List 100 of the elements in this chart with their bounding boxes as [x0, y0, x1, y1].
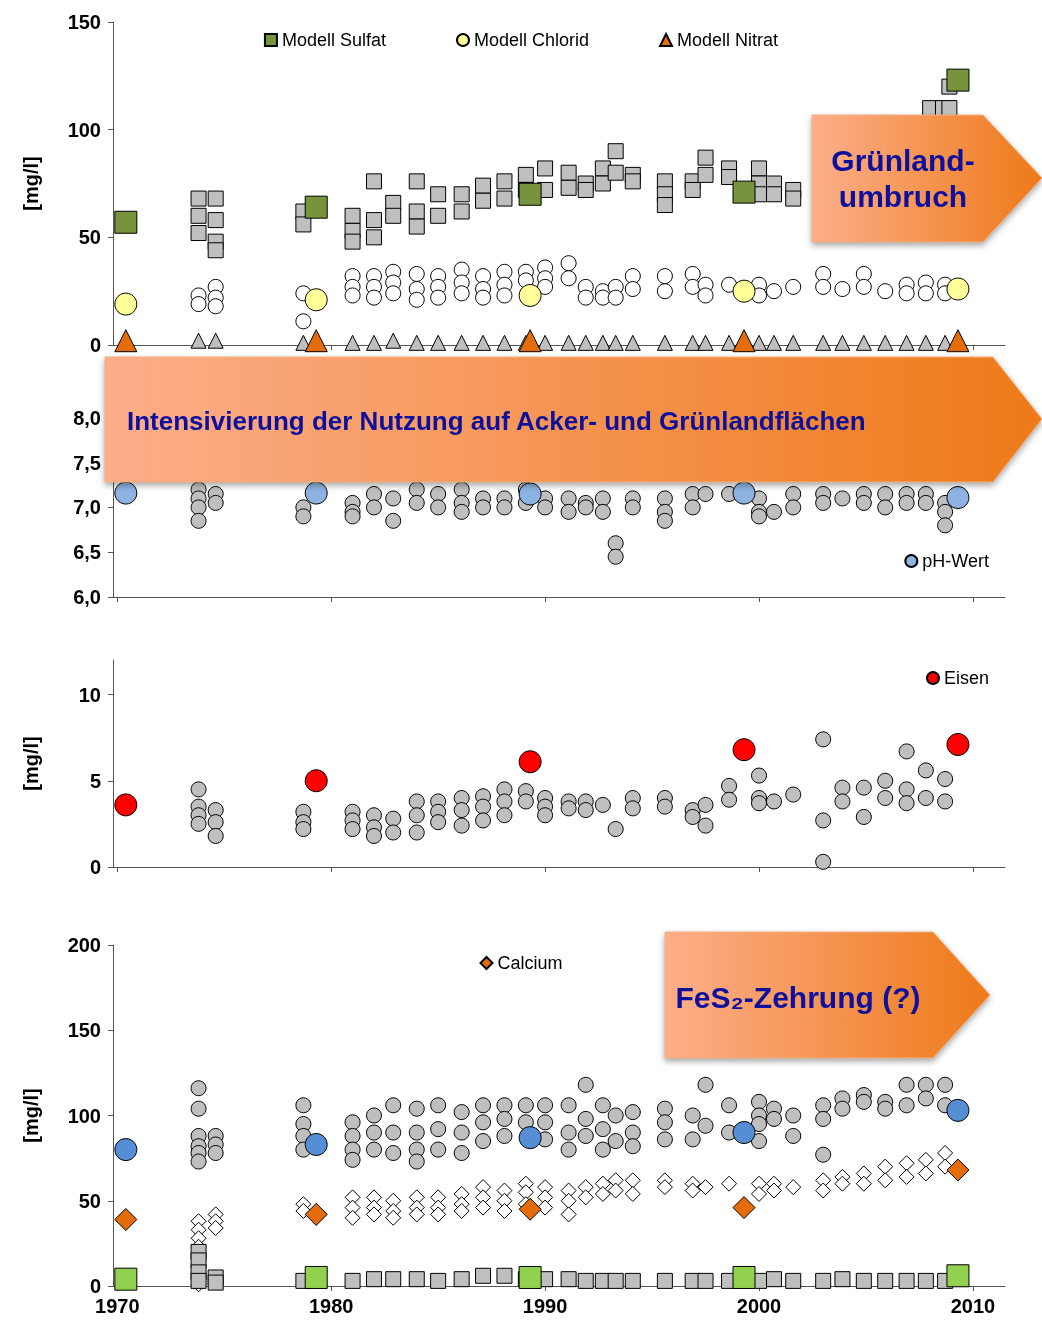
point: [560, 1271, 577, 1288]
point: [518, 750, 542, 774]
point: [518, 329, 542, 353]
point: [114, 793, 138, 817]
point: [344, 1272, 361, 1289]
legend-label: Modell Chlorid: [473, 30, 590, 50]
legend-label: pH-Wert: [922, 551, 990, 571]
point: [751, 334, 767, 351]
point: [518, 182, 542, 206]
point: [697, 1272, 714, 1289]
y-tick-label: 150: [67, 1019, 101, 1042]
legend-label: Eisen: [943, 668, 989, 688]
y-tick-label: 0: [89, 334, 101, 356]
y-axis-title: [mg/l]: [20, 1088, 42, 1143]
point: [114, 1208, 138, 1232]
point: [855, 334, 872, 351]
point: [114, 210, 138, 234]
point: [834, 1271, 851, 1288]
point: [385, 1271, 402, 1288]
point: [946, 1264, 970, 1288]
point: [518, 1126, 542, 1150]
point: [453, 334, 470, 351]
point: [430, 334, 447, 351]
annotation: FeS₂-Zehrung (?): [675, 980, 921, 1014]
point: [607, 334, 624, 351]
point: [304, 1265, 328, 1289]
y-tick-label: 8,0: [73, 406, 101, 429]
y-tick-label: 200: [67, 934, 101, 956]
y-tick-label: 0: [89, 856, 101, 878]
point: [607, 1272, 624, 1289]
point: [577, 334, 594, 351]
point: [732, 738, 756, 762]
y-tick-label: 10: [78, 683, 101, 706]
point: [656, 334, 673, 351]
y-tick-label: 100: [67, 1104, 101, 1127]
point: [877, 1272, 894, 1289]
legend-label: Calcium: [497, 953, 563, 973]
point: [453, 1271, 470, 1288]
point: [518, 1197, 542, 1221]
point: [732, 1121, 756, 1145]
point: [624, 1272, 641, 1289]
point: [732, 279, 756, 303]
annotation: Intensivierung der Nutzung auf Acker- und Grünlandflächen: [127, 406, 866, 436]
point: [732, 1196, 756, 1220]
point: [946, 329, 970, 353]
point: [898, 1272, 915, 1289]
legend-label: Modell Nitrat: [677, 30, 779, 50]
point: [732, 180, 756, 204]
point: [946, 68, 970, 92]
y-axis-title: [mg/l]: [20, 156, 42, 211]
point: [365, 1271, 382, 1288]
point: [304, 195, 328, 219]
point: [518, 283, 542, 307]
point: [207, 332, 224, 349]
point: [765, 1271, 782, 1288]
y-tick-label: 100: [67, 118, 101, 141]
point: [475, 334, 492, 351]
point: [365, 334, 382, 351]
point: [855, 1272, 872, 1289]
point: [721, 334, 738, 351]
point: [304, 1132, 328, 1156]
point: [114, 1267, 138, 1291]
point: [785, 1272, 802, 1289]
point: [408, 1271, 425, 1288]
point: [815, 334, 832, 351]
x-tick-label: 1970: [95, 1295, 140, 1317]
point: [304, 769, 328, 793]
y-tick-label: 0: [89, 1275, 101, 1297]
point: [344, 334, 361, 351]
point: [560, 334, 577, 351]
point: [946, 1098, 970, 1122]
annotation: Grünland- umbruch: [831, 143, 975, 213]
point: [697, 334, 714, 351]
y-tick-label: 50: [78, 226, 101, 249]
y-axis-title: [mg/l]: [20, 736, 42, 791]
point: [430, 1272, 447, 1289]
point: [537, 334, 554, 351]
point: [385, 332, 402, 349]
point: [946, 277, 970, 301]
x-tick-label: 2000: [736, 1295, 782, 1317]
point: [496, 1267, 513, 1284]
y-tick-label: 50: [78, 1189, 101, 1212]
point: [834, 334, 851, 351]
point: [917, 1272, 934, 1289]
point: [304, 1202, 328, 1226]
point: [475, 1267, 492, 1284]
point: [577, 1272, 594, 1289]
point: [765, 334, 782, 351]
point: [207, 1274, 224, 1291]
point: [114, 292, 138, 316]
point: [624, 334, 641, 351]
point: [304, 288, 328, 312]
point: [684, 334, 701, 351]
y-tick-label: 150: [67, 11, 101, 33]
point: [408, 334, 425, 351]
point: [898, 334, 915, 351]
y-tick-label: 7,5: [73, 451, 101, 474]
point: [190, 1272, 207, 1289]
point: [732, 1265, 756, 1289]
x-tick-label: 1980: [308, 1295, 354, 1317]
